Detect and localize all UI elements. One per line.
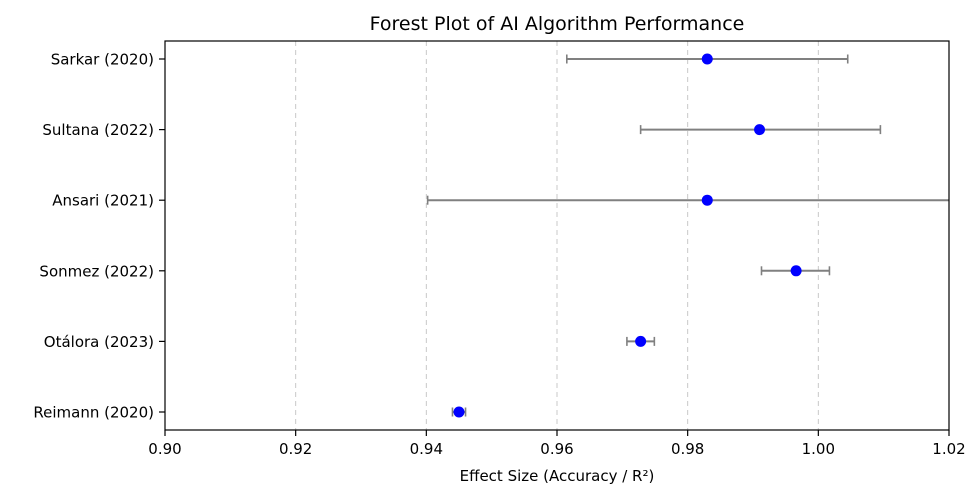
effect-point xyxy=(635,335,647,347)
error-bars xyxy=(426,54,949,417)
x-tick-label: 1.00 xyxy=(802,440,835,458)
effect-point xyxy=(453,406,465,418)
x-axis-ticks: 0.90 0.92 0.94 0.96 0.98 1.00 1.02 xyxy=(148,430,966,458)
effect-point xyxy=(701,53,713,65)
effect-point xyxy=(754,124,766,136)
effect-points xyxy=(453,53,802,418)
grid-lines xyxy=(295,41,819,430)
study-label: Sultana (2022) xyxy=(42,121,154,139)
x-tick-label: 0.92 xyxy=(279,440,312,458)
x-tick-label: 0.96 xyxy=(540,440,573,458)
y-axis-ticks: Sarkar (2020) Sultana (2022) Ansari (2021)… xyxy=(33,51,165,422)
study-label: Sonmez (2022) xyxy=(39,262,154,280)
study-label: Ansari (2021) xyxy=(52,192,154,210)
effect-point xyxy=(790,265,802,277)
effect-point xyxy=(701,194,713,206)
x-tick-label: 0.98 xyxy=(671,440,704,458)
study-label: Reimann (2020) xyxy=(33,404,154,422)
x-tick-label: 1.02 xyxy=(932,440,965,458)
x-tick-label: 0.90 xyxy=(148,440,181,458)
x-axis-label: Effect Size (Accuracy / R²) xyxy=(460,467,655,485)
study-label: Sarkar (2020) xyxy=(51,51,154,69)
chart-title: Forest Plot of AI Algorithm Performance xyxy=(370,13,745,35)
x-tick-label: 0.94 xyxy=(410,440,443,458)
study-label: Otálora (2023) xyxy=(44,333,154,351)
